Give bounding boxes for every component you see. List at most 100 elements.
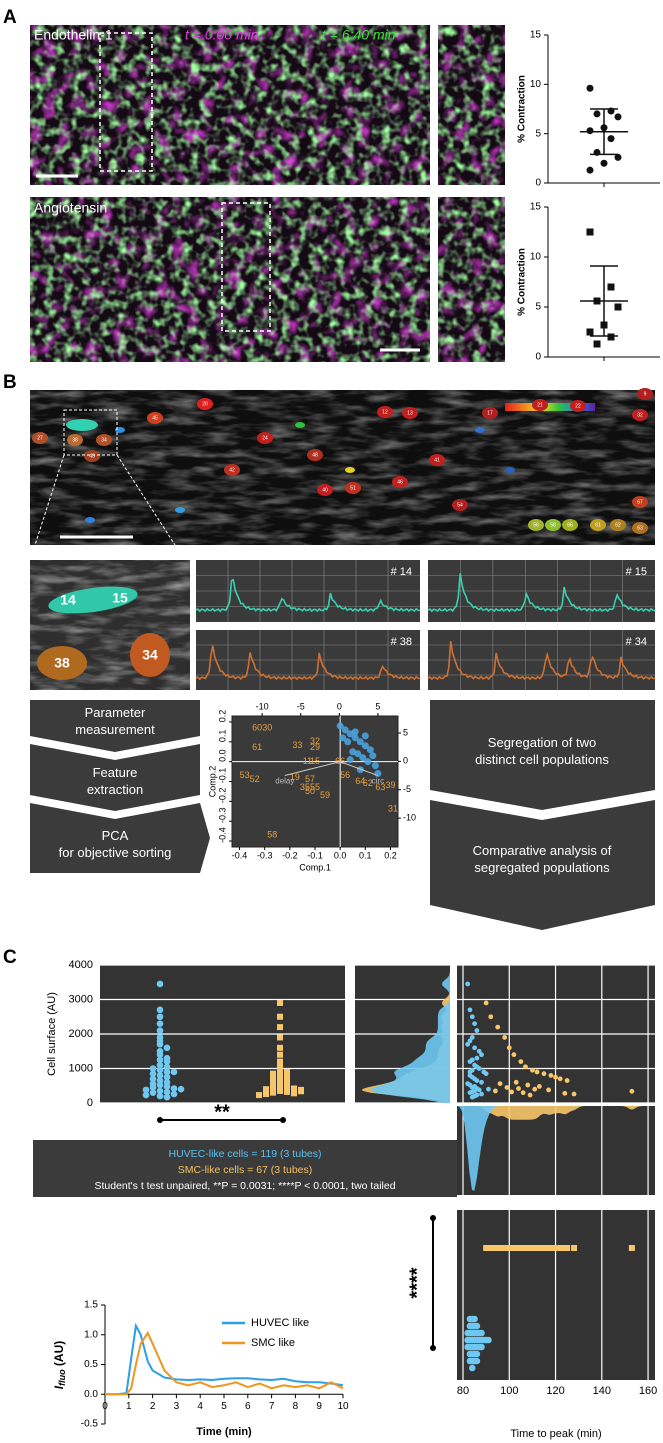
data-point: [149, 1065, 157, 1072]
y-axis-title-main: I: [52, 1385, 66, 1389]
data-point: [291, 1090, 297, 1097]
loading-arrow: [284, 761, 341, 777]
y-tick-label: 2000: [69, 1028, 93, 1040]
data-point: [163, 1093, 171, 1101]
data-point: [163, 1083, 171, 1090]
cell-number: 24: [262, 435, 268, 441]
x-tick-label: -0.1: [307, 850, 323, 860]
trace-label: # 38: [391, 636, 412, 648]
x-tick-label: 160: [639, 1385, 657, 1397]
data-point-label: 61: [252, 742, 262, 752]
x-tick-label: -0.4: [232, 850, 248, 860]
data-point: [520, 1245, 527, 1251]
cell: [295, 422, 305, 428]
data-point: [142, 1086, 150, 1094]
data-point: [614, 303, 622, 311]
data-point: [170, 1085, 178, 1092]
cell: [48, 586, 138, 614]
data-point: [366, 746, 374, 754]
y-tick-label: -0.5: [81, 1419, 99, 1430]
data-point: [465, 1041, 471, 1047]
data-point-label: 56: [340, 770, 350, 780]
data-point: [149, 1070, 157, 1077]
x-tick-label: 140: [593, 1385, 611, 1397]
data-point: [156, 1013, 164, 1021]
flow-step: [30, 803, 210, 873]
data-point: [540, 1245, 547, 1251]
significance-end: [280, 1117, 286, 1123]
cell-number: 17: [487, 410, 493, 416]
y-tick-label: 0.1: [217, 730, 227, 743]
data-point: [177, 1085, 185, 1093]
cell: [562, 519, 578, 531]
data-point: [469, 1035, 475, 1040]
cell: [610, 519, 626, 531]
x-tick-label: 8: [293, 1401, 299, 1412]
data-point: [520, 1090, 526, 1096]
data-point: [586, 127, 594, 135]
data-point: [467, 1090, 473, 1096]
data-point: [464, 1329, 471, 1337]
x-tick-label: 4: [197, 1401, 203, 1412]
data-point: [562, 1090, 568, 1096]
cell-number: 42: [229, 467, 235, 473]
density: [457, 1106, 655, 1120]
y-axis-title: Cell surface (AU): [46, 992, 58, 1076]
cell-number: 22: [575, 403, 581, 409]
cell-number: 63: [637, 525, 643, 531]
x-tick-label: 10: [337, 1401, 349, 1412]
data-point: [614, 153, 622, 161]
data-point-label: 32: [310, 736, 320, 746]
data-point: [361, 742, 369, 750]
data-point: [607, 135, 615, 143]
data-point: [614, 113, 622, 121]
data-point: [277, 1034, 283, 1041]
data-point: [163, 1068, 171, 1076]
data-point: [170, 1090, 178, 1098]
data-point: [479, 1052, 484, 1058]
data-point-label: 33: [292, 740, 302, 750]
data-point-label: 64: [355, 776, 365, 786]
data-point: [341, 726, 349, 734]
cell: [257, 432, 273, 444]
trace: [195, 645, 421, 681]
data-point: [284, 1083, 290, 1090]
data-point: [523, 1064, 528, 1070]
data-point: [473, 1350, 481, 1358]
data-point: [270, 1084, 276, 1091]
x-tick-label: 3: [174, 1401, 180, 1412]
data-point: [516, 1086, 521, 1091]
panel-label: C: [3, 947, 17, 968]
data-point: [515, 1245, 522, 1251]
data-point: [518, 1059, 524, 1064]
data-point: [361, 732, 369, 740]
data-point-label: 50: [305, 786, 315, 796]
cell: [475, 427, 485, 433]
cell-number: 43: [89, 453, 95, 459]
data-point: [479, 1079, 484, 1085]
data-point: [469, 1094, 475, 1100]
data-point: [593, 340, 601, 348]
data-point: [513, 1079, 519, 1085]
data-point: [156, 1081, 164, 1089]
data-point: [156, 1087, 164, 1095]
y-tick-label: 5: [535, 128, 541, 139]
data-point-label: 59: [320, 790, 330, 800]
data-point: [468, 1364, 476, 1372]
flow-text: distinct cell populations: [475, 752, 609, 767]
cell: [37, 646, 87, 680]
data-point: [629, 1088, 635, 1094]
trace-label: # 14: [391, 566, 412, 578]
cell-number: 38: [72, 437, 78, 443]
data-point: [270, 1070, 276, 1077]
data-point: [277, 1063, 283, 1070]
data-point: [564, 1078, 570, 1083]
cell: [452, 499, 468, 511]
y-tick-label: 15: [530, 30, 542, 41]
data-point: [277, 1044, 283, 1051]
data-point: [277, 1077, 283, 1084]
x-axis-title: Time to peak (min): [510, 1428, 601, 1440]
x-tick-label: 5: [221, 1401, 227, 1412]
y-tick-label: 5: [535, 302, 541, 313]
line: [105, 1330, 344, 1396]
